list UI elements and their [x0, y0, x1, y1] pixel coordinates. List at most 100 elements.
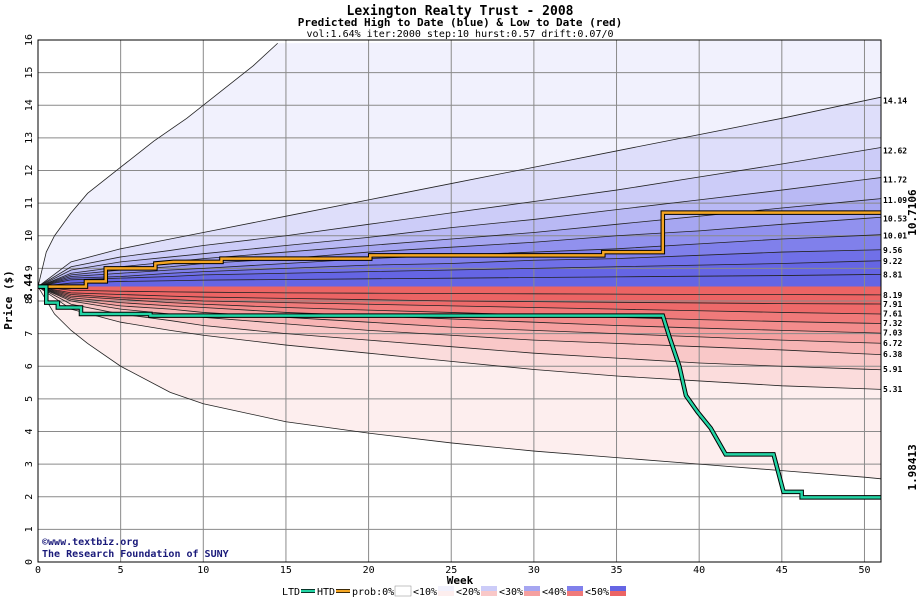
x-axis-label: Week — [447, 574, 474, 587]
level-label-10.53: 10.53 — [883, 214, 907, 223]
legend-label-3: <10% — [413, 587, 437, 598]
ltd-line — [38, 285, 881, 499]
legend-swatch-high-6 — [567, 586, 583, 591]
ltd-end-label: 1.98413 — [906, 444, 919, 490]
legend-swatch-0 — [394, 585, 412, 597]
quantile-line-11.09 — [38, 198, 881, 288]
x-tick-label: 50 — [858, 565, 870, 576]
quantile-line-6.72 — [38, 286, 881, 344]
level-label-10.01: 10.01 — [883, 231, 907, 240]
legend-swatch-low-6 — [567, 591, 583, 596]
credit-line-1: ©www.textbiz.org — [42, 536, 138, 548]
x-tick-label: 30 — [528, 565, 540, 576]
y-tick-label: 2 — [24, 494, 35, 500]
quantile-line-7.91 — [38, 286, 881, 305]
legend-swatch-high-3 — [438, 586, 454, 591]
legend-swatch-low-5 — [524, 591, 540, 596]
outer-high-line — [38, 42, 278, 287]
level-label-7.03: 7.03 — [883, 329, 902, 338]
level-label-14.14: 14.14 — [883, 97, 907, 106]
y-tick-label: 8 — [24, 298, 35, 304]
high-band-8.81 — [38, 274, 881, 287]
legend-ltd-label: LTD — [282, 587, 300, 598]
outer-low-line — [38, 286, 881, 480]
quantile-line-8.81 — [38, 273, 881, 288]
legend-label-6: <40% — [542, 587, 566, 598]
level-label-7.61: 7.61 — [883, 310, 902, 319]
quantile-line-14.14 — [38, 96, 881, 287]
quantile-line-6.38 — [38, 286, 881, 356]
y-tick-label: 15 — [24, 67, 35, 79]
level-label-9.56: 9.56 — [883, 246, 902, 255]
level-label-5.31: 5.31 — [883, 385, 902, 394]
low-band-8.19 — [38, 286, 881, 295]
y-tick-label: 11 — [24, 197, 35, 209]
y-tick-label: 9 — [24, 265, 35, 271]
y-tick-label: 13 — [24, 132, 35, 144]
legend-swatch-low-4 — [481, 591, 497, 596]
level-label-12.62: 12.62 — [883, 146, 907, 155]
level-label-6.72: 6.72 — [883, 339, 902, 348]
x-tick-label: 10 — [197, 565, 209, 576]
start-price-label: 8.44 — [22, 273, 35, 300]
legend-swatch-high-4 — [481, 586, 497, 591]
quantile-line-8.19 — [38, 286, 881, 296]
y-tick-label: 6 — [24, 363, 35, 369]
quantile-line-9.22 — [38, 260, 881, 288]
legend-prob-label: prob:0% — [352, 587, 394, 598]
y-tick-label: 10 — [24, 230, 35, 242]
legend-swatch-low-3 — [438, 591, 454, 596]
x-tick-label: 5 — [118, 565, 124, 576]
y-tick-label: 3 — [24, 461, 35, 467]
x-tick-label: 25 — [445, 565, 457, 576]
y-tick-label: 12 — [24, 164, 35, 176]
y-tick-label: 7 — [24, 331, 35, 337]
y-tick-label: 14 — [24, 99, 35, 111]
credit-url: www.textbiz.org — [48, 536, 138, 548]
credit-line-2: The Research Foundation of SUNY — [42, 548, 229, 560]
chart-params: vol:1.64% iter:2000 step:10 hurst:0.57 d… — [306, 29, 613, 40]
legend: LTD HTD prob:0% <10% <20% <30% <40% <50% — [282, 585, 626, 598]
htd-line — [38, 211, 881, 288]
legend-htd-label: HTD — [317, 587, 335, 598]
plot-frame — [37, 39, 882, 563]
chart-subtitle: Predicted High to Date (blue) & Low to D… — [298, 16, 623, 29]
quantile-line-11.72 — [38, 177, 881, 288]
level-label-6.38: 6.38 — [883, 350, 902, 359]
level-label-9.22: 9.22 — [883, 257, 902, 266]
legend-label-5: <30% — [499, 587, 523, 598]
y-tick-label: 5 — [24, 396, 35, 402]
legend-label-7: <50% — [585, 587, 609, 598]
legend-label-4: <20% — [456, 587, 480, 598]
x-tick-label: 40 — [693, 565, 705, 576]
x-tick-label: 35 — [611, 565, 623, 576]
level-label-11.09: 11.09 — [883, 196, 907, 205]
band-group — [38, 40, 881, 479]
legend-swatch-high-7 — [610, 586, 626, 591]
level-label-8.19: 8.19 — [883, 291, 902, 300]
chart-title: Lexington Realty Trust - 2008 — [347, 4, 574, 19]
y-axis-label: Price ($) — [2, 270, 15, 330]
x-tick-label: 45 — [776, 565, 788, 576]
quantile-line-7.32 — [38, 286, 881, 324]
plot-area: 0 5 10 15 20 25 30 35 40 45 5001234567891011121314… — [22, 34, 919, 576]
level-label-7.91: 7.91 — [883, 300, 902, 309]
x-tick-label: 15 — [280, 565, 292, 576]
y-tick-label: 16 — [24, 34, 35, 46]
x-tick-label: 20 — [363, 565, 375, 576]
level-label-5.91: 5.91 — [883, 365, 902, 374]
y-tick-label: 4 — [24, 428, 35, 434]
quantile-line-9.56 — [38, 249, 881, 288]
legend-swatch-high-5 — [524, 586, 540, 591]
level-label-8.81: 8.81 — [883, 271, 902, 280]
y-tick-label: 1 — [24, 526, 35, 532]
level-label-7.32: 7.32 — [883, 319, 902, 328]
legend-swatch-low-7 — [610, 591, 626, 596]
y-tick-label: 0 — [24, 559, 35, 565]
quantile-line-7.61 — [38, 286, 881, 315]
quantile-line-5.31 — [38, 286, 881, 390]
quantile-line-12.62 — [38, 147, 881, 287]
htd-end-label: 10.7106 — [906, 189, 919, 236]
